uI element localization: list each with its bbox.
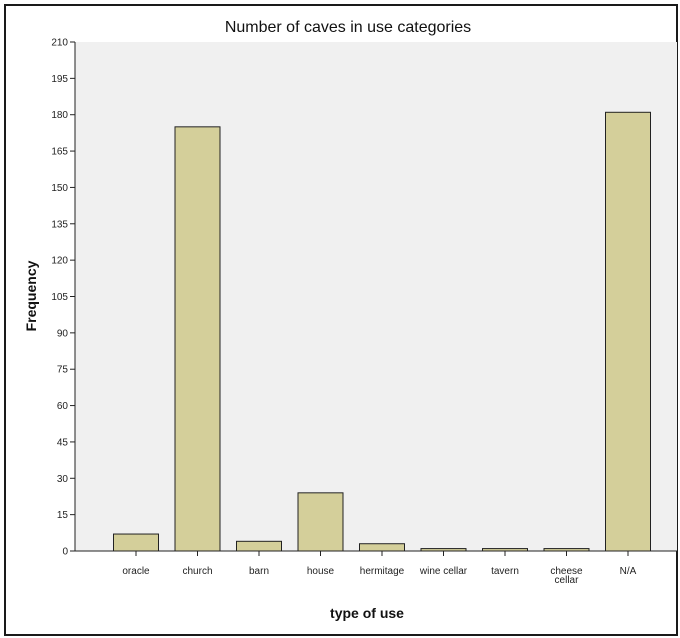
x-tick-label-line: barn xyxy=(249,566,269,577)
x-tick-label: hermitage xyxy=(360,566,405,577)
x-tick-label: house xyxy=(307,566,335,577)
y-tick-label: 180 xyxy=(51,110,68,121)
y-axis-title: Frequency xyxy=(23,260,39,331)
x-tick-label-line: church xyxy=(182,566,212,577)
x-tick-label: oracle xyxy=(122,566,150,577)
y-tick-label: 0 xyxy=(62,547,68,558)
y-tick-label: 195 xyxy=(51,74,68,85)
x-tick-label-line: tavern xyxy=(491,566,519,577)
bar-house xyxy=(297,492,344,552)
x-tick-label: tavern xyxy=(491,566,519,577)
x-tick-label-line: cheese xyxy=(550,566,583,577)
y-tick-label: 120 xyxy=(51,256,68,267)
x-tick-label-line: cellar xyxy=(555,575,580,586)
bar-hermitage xyxy=(359,543,405,552)
bar-church xyxy=(174,126,221,552)
y-tick-label: 105 xyxy=(51,292,68,303)
bar-oracle xyxy=(113,533,159,552)
y-tick-label: 60 xyxy=(57,401,69,412)
x-tick-label: cheese cellar xyxy=(550,566,583,586)
x-axis-title: type of use xyxy=(330,605,404,621)
y-tick-label: 30 xyxy=(57,474,69,485)
y-axis: 0 15 30 45 60 75 90 105 120 135 150 165 180 195 210 xyxy=(51,38,76,558)
x-tick-label-line: oracle xyxy=(122,566,150,577)
y-tick-label: 75 xyxy=(57,365,69,376)
x-tick-label-line: wine cellar xyxy=(419,566,468,577)
y-tick-label: 90 xyxy=(57,328,69,339)
y-tick-label: 135 xyxy=(51,219,68,230)
y-tick-label: 165 xyxy=(51,147,68,158)
x-tick-label: barn xyxy=(249,566,269,577)
bars-group xyxy=(113,111,651,552)
y-tick-label: 150 xyxy=(51,183,68,194)
y-tick-label: 45 xyxy=(57,437,69,448)
bar-barn xyxy=(236,540,282,552)
x-tick-label-line: N/A xyxy=(620,566,637,577)
x-tick-label: N/A xyxy=(620,566,637,577)
bar-n-a xyxy=(605,111,651,552)
y-tick-label: 15 xyxy=(57,510,69,521)
y-tick-label: 210 xyxy=(51,38,68,49)
x-axis: oracle church barn house hermitage wine cella… xyxy=(75,550,677,586)
x-tick-label: wine cellar xyxy=(419,566,468,577)
chart-title: Number of caves in use categories xyxy=(225,19,471,36)
x-tick-label-line: house xyxy=(307,566,335,577)
plot-area xyxy=(75,42,677,551)
x-tick-label-line: hermitage xyxy=(360,566,405,577)
x-tick-label: church xyxy=(182,566,212,577)
